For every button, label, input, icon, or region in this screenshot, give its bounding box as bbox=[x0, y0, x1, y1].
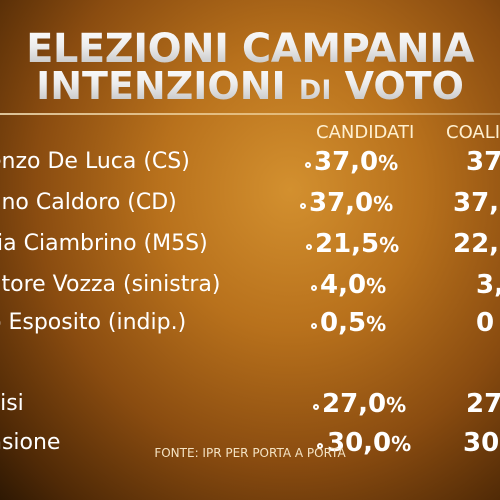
bullet-dot bbox=[311, 323, 317, 329]
divider-top bbox=[0, 113, 500, 115]
coalizioni-value: 30 bbox=[463, 428, 500, 458]
title-line-1: ELEZIONI CAMPANIA bbox=[0, 26, 500, 72]
candidati-value: 27,0% bbox=[322, 389, 406, 419]
table-row: cisi 27,0% 27 bbox=[0, 389, 500, 423]
table-row: ria Ciambrino (M5S) 21,5% 22, bbox=[0, 229, 500, 263]
percent-sign: % bbox=[366, 312, 387, 336]
percent-sign: % bbox=[391, 432, 412, 456]
row-label: o Esposito (indip.) bbox=[0, 310, 187, 335]
percent-sign: % bbox=[379, 233, 400, 257]
row-label: cisi bbox=[0, 391, 24, 416]
candidati-value: 37,0% bbox=[314, 147, 398, 177]
candidati-value: 4,0% bbox=[320, 270, 386, 300]
candidati-number: 4,0 bbox=[320, 270, 367, 300]
candidati-number: 21,5 bbox=[315, 229, 380, 259]
candidati-value: 0,5% bbox=[320, 308, 386, 338]
title-word-di: DI bbox=[298, 75, 332, 106]
title-word-intenzioni: INTENZIONI bbox=[36, 64, 299, 108]
bullet-dot bbox=[306, 244, 312, 250]
candidati-value: 30,0% bbox=[327, 428, 411, 458]
candidati-number: 37,0 bbox=[309, 188, 374, 218]
coalizioni-value: 37 bbox=[466, 147, 500, 177]
coalizioni-value: 0 bbox=[476, 308, 495, 338]
candidati-number: 30,0 bbox=[327, 428, 392, 458]
table-row: o Esposito (indip.) 0,5% 0 bbox=[0, 308, 500, 342]
percent-sign: % bbox=[366, 274, 387, 298]
percent-sign: % bbox=[373, 192, 394, 216]
bullet-dot bbox=[317, 443, 323, 449]
column-header-candidati: CANDIDATI bbox=[316, 122, 415, 143]
coalizioni-value: 22, bbox=[453, 229, 500, 259]
coalizioni-value: 37, bbox=[453, 188, 500, 218]
candidati-value: 37,0% bbox=[309, 188, 393, 218]
row-label: ano Caldoro (CD) bbox=[0, 190, 177, 215]
candidati-value: 21,5% bbox=[315, 229, 399, 259]
percent-sign: % bbox=[386, 393, 407, 417]
bullet-dot bbox=[311, 285, 317, 291]
bullet-dot bbox=[300, 203, 306, 209]
candidati-number: 27,0 bbox=[322, 389, 387, 419]
coalizioni-value: 27 bbox=[466, 389, 500, 419]
title-word-voto: VOTO bbox=[331, 64, 464, 108]
row-label: atore Vozza (sinistra) bbox=[0, 272, 221, 297]
source-note: FONTE: IPR PER PORTA A PORTA bbox=[154, 446, 346, 460]
bullet-dot bbox=[313, 404, 319, 410]
percent-sign: % bbox=[378, 151, 399, 175]
bullet-dot bbox=[305, 162, 311, 168]
table-row: atore Vozza (sinistra) 4,0% 3, bbox=[0, 270, 500, 304]
table-row: ano Caldoro (CD) 37,0% 37, bbox=[0, 188, 500, 222]
coalizioni-value: 3, bbox=[476, 270, 500, 300]
row-label: nsione bbox=[0, 430, 61, 455]
table-row: enzo De Luca (CS) 37,0% 37 bbox=[0, 147, 500, 181]
row-label: ria Ciambrino (M5S) bbox=[0, 231, 208, 256]
title-line-2: INTENZIONI DI VOTO bbox=[0, 64, 500, 108]
row-label: enzo De Luca (CS) bbox=[0, 149, 190, 174]
candidati-number: 0,5 bbox=[320, 308, 367, 338]
table-row: nsione 30,0% 30 bbox=[0, 428, 500, 462]
candidati-number: 37,0 bbox=[314, 147, 379, 177]
column-header-coalizioni: COALI bbox=[446, 122, 500, 143]
